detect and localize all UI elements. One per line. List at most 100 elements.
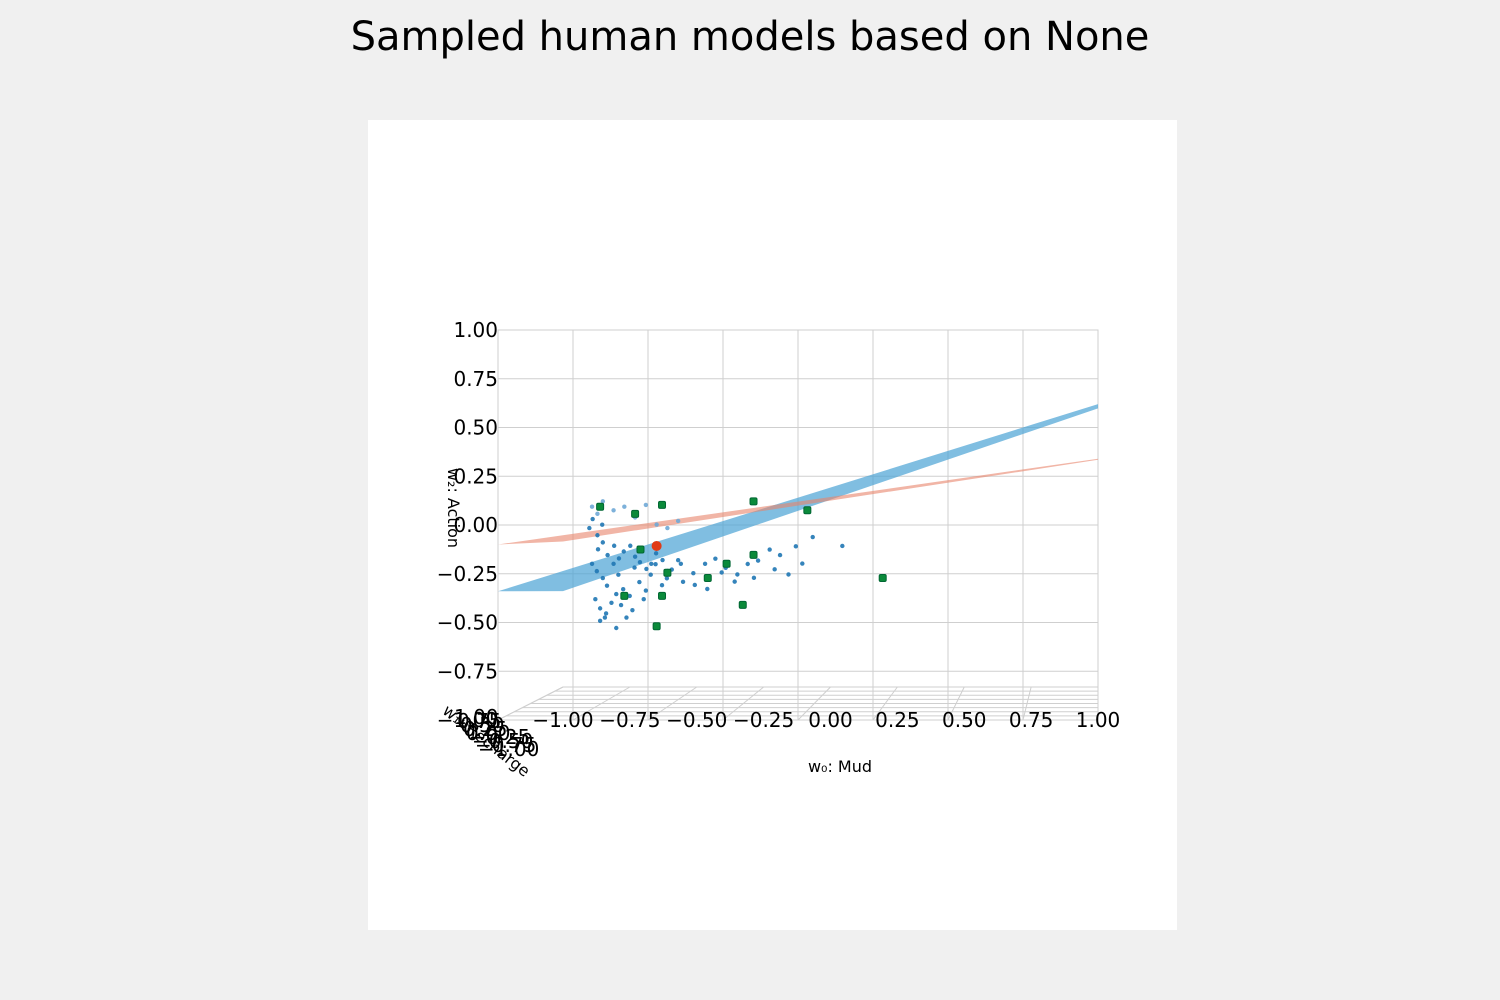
sample-marker xyxy=(605,552,610,558)
z-tick-label: 0.50 xyxy=(453,416,498,440)
sample-marker xyxy=(597,606,603,611)
sample-marker xyxy=(648,572,653,577)
sample-marker xyxy=(600,575,606,581)
sample-marker xyxy=(595,547,601,552)
sample-marker xyxy=(678,561,684,566)
sample-marker xyxy=(590,516,595,522)
sample-marker xyxy=(705,586,710,592)
sample-marker xyxy=(618,602,624,608)
sample-marker xyxy=(713,556,718,561)
sample-marker xyxy=(840,543,845,549)
sample-marker-highlight xyxy=(652,622,661,631)
sample-marker-highlight xyxy=(749,550,758,559)
sample-marker-highlight xyxy=(596,502,605,511)
sample-marker xyxy=(653,562,658,567)
sample-marker-highlight xyxy=(658,591,667,600)
sample-marker xyxy=(632,565,637,570)
sample-marker xyxy=(641,597,646,602)
z-tick-label: 1.00 xyxy=(453,318,498,342)
sample-marker xyxy=(692,582,697,588)
sample-marker xyxy=(767,547,772,552)
y-tick-label: 1.00 xyxy=(454,705,499,729)
sample-marker xyxy=(732,579,737,584)
sample-marker-highlight xyxy=(658,500,667,509)
sample-marker xyxy=(603,611,609,616)
z-axis-label: w₂: Action xyxy=(444,468,463,548)
sample-marker xyxy=(624,615,629,620)
sample-marker xyxy=(659,582,665,588)
scatter-points xyxy=(587,497,887,631)
chart-title: Sampled human models based on None xyxy=(350,14,1150,60)
sample-marker xyxy=(621,549,626,554)
sample-marker xyxy=(597,618,603,624)
x-tick-label: −0.75 xyxy=(599,708,660,732)
sample-marker xyxy=(611,543,617,548)
sample-marker xyxy=(604,583,610,588)
sample-marker xyxy=(616,556,622,561)
plane-red xyxy=(498,458,1098,545)
y-tick-label: −0.75 xyxy=(475,733,536,757)
sample-marker xyxy=(654,522,659,527)
sample-marker xyxy=(589,561,595,566)
z-tick-label: −0.50 xyxy=(437,611,498,635)
sample-marker xyxy=(611,508,616,513)
sample-marker xyxy=(793,544,799,549)
sample-marker-highlight xyxy=(703,574,712,583)
sample-marker xyxy=(702,561,708,566)
sample-marker xyxy=(609,600,614,605)
sample-marker xyxy=(653,551,659,556)
y-tick-label: −1.00 xyxy=(478,737,539,761)
tick-labels: −1.00−1.001.00 −0.75−0.750.75 −0.50−0.500.… xyxy=(437,318,1121,761)
sample-marker xyxy=(614,591,619,597)
x-tick-label: 0.50 xyxy=(942,708,987,732)
sample-marker xyxy=(665,525,670,531)
x-tick-label: −1.00 xyxy=(532,708,593,732)
sample-marker xyxy=(589,504,595,509)
sample-marker xyxy=(800,561,805,566)
sample-marker xyxy=(649,561,654,566)
sample-marker xyxy=(600,540,606,545)
sample-marker xyxy=(745,561,750,567)
x-tick-label: −0.25 xyxy=(733,708,794,732)
sample-marker-highlight xyxy=(722,559,731,568)
sample-marker xyxy=(595,533,600,538)
sample-marker xyxy=(595,511,600,517)
y-tick-label: −0.25 xyxy=(469,725,530,749)
sample-marker xyxy=(614,625,619,631)
sample-marker xyxy=(622,504,627,509)
y-tick-label: 0.00 xyxy=(466,721,511,745)
axes-panel: −1.00 −1.00 1.00 −0.75 −0.75 0.75 −0.50 −0.50 0.… xyxy=(368,120,1177,930)
sample-marker xyxy=(600,522,605,527)
sample-marker xyxy=(632,554,638,559)
sample-marker xyxy=(810,534,815,540)
sample-marker-highlight xyxy=(878,574,887,583)
sample-marker xyxy=(594,568,600,574)
sample-marker xyxy=(620,587,626,592)
sample-marker xyxy=(643,502,649,508)
sample-marker xyxy=(644,566,649,572)
sample-marker xyxy=(719,570,724,575)
sample-marker xyxy=(643,588,649,593)
z-tick-label: 0.00 xyxy=(453,513,498,537)
sample-marker xyxy=(616,572,621,577)
plot-3d-svg: −1.00−1.001.00 −0.75−0.750.75 −0.50−0.500.… xyxy=(437,318,1121,781)
x-tick-label: 0.25 xyxy=(875,708,920,732)
sample-marker xyxy=(777,552,783,558)
sample-marker-highlight xyxy=(620,591,629,600)
z-tick-label: 0.75 xyxy=(453,367,498,391)
sample-marker xyxy=(637,579,642,585)
sample-marker xyxy=(675,518,681,524)
z-tick-label: −0.25 xyxy=(437,562,498,586)
sample-marker xyxy=(691,570,696,576)
surfaces xyxy=(498,404,1098,592)
grid-line xyxy=(947,686,965,721)
x-tick-label: −0.50 xyxy=(666,708,727,732)
plane-blue xyxy=(498,404,1098,592)
z-tick-label: −1.00 xyxy=(437,708,498,732)
sample-marker xyxy=(593,597,598,602)
sample-marker-highlight xyxy=(636,545,645,554)
sample-marker xyxy=(751,575,757,581)
sample-marker xyxy=(786,572,791,577)
sample-marker xyxy=(637,560,643,565)
z-tick-label: −0.75 xyxy=(437,659,498,683)
